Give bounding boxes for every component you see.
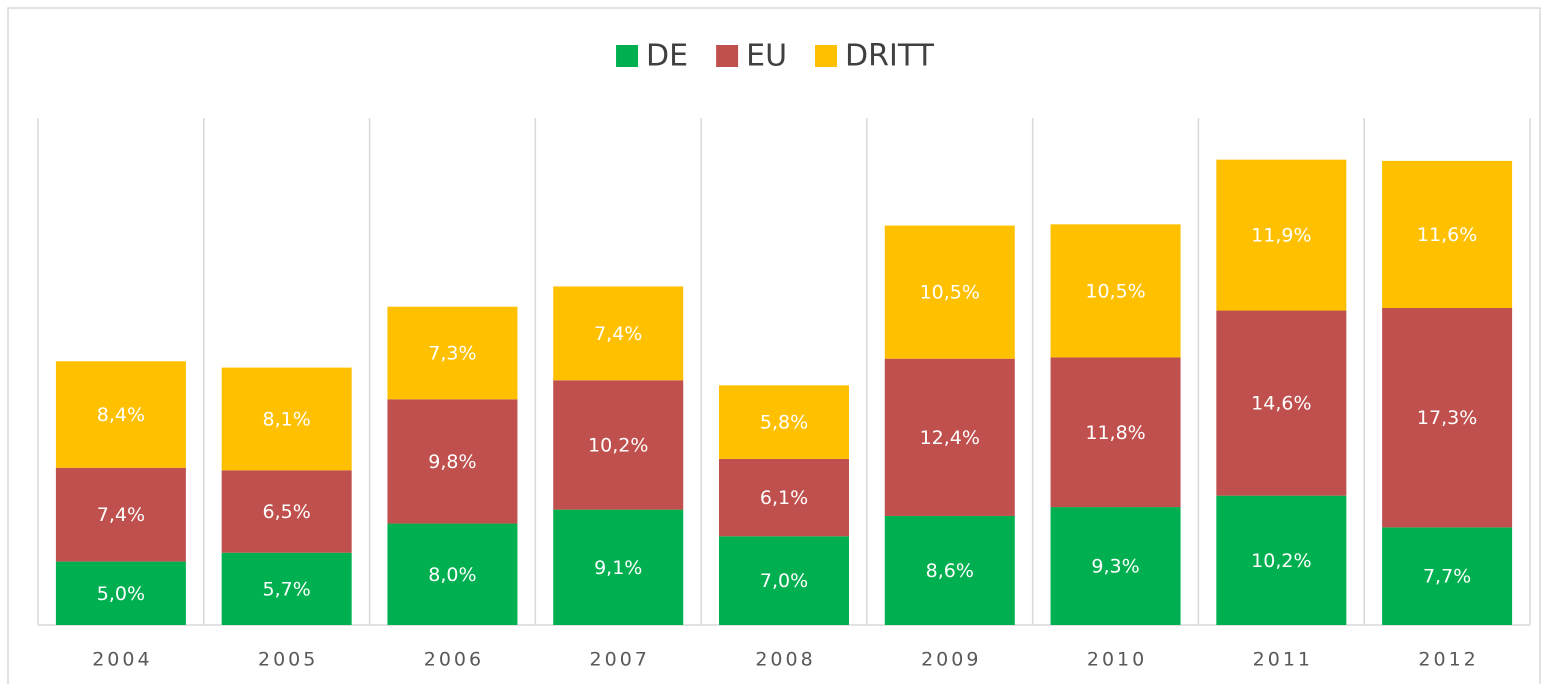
value-label: 9,8% [428,451,476,473]
value-label: 7,3% [428,343,476,365]
x-tick-label: 2010 [1087,649,1147,671]
bar-segment [719,458,849,537]
value-label: 10,5% [920,282,980,304]
bar-segment [1216,495,1347,625]
legend-label: DE [646,39,688,74]
value-label: 11,8% [1085,422,1145,444]
bar-segment [553,380,684,510]
bar-segment [884,515,1015,625]
legend-swatch [716,45,739,67]
legend-swatch [815,45,838,67]
value-label: 11,9% [1251,225,1311,247]
value-label: 11,6% [1417,224,1477,246]
bar-segment [387,399,518,524]
value-label: 9,3% [1091,556,1139,578]
value-label: 10,2% [1251,550,1311,572]
value-label: 6,1% [760,487,808,509]
bar-segment [55,467,186,562]
bar-segment [1382,527,1513,625]
bar-segment [221,470,352,553]
value-label: 7,0% [760,570,808,592]
value-label: 14,6% [1251,393,1311,415]
x-tick-label: 2004 [92,649,152,671]
value-label: 7,4% [594,323,642,345]
bar-segment [1050,224,1181,358]
bar-segment [221,552,352,625]
bar-segment [1216,310,1347,496]
value-label: 9,1% [594,557,642,579]
value-label: 5,8% [760,412,808,434]
bar-segment [553,509,684,625]
value-label: 8,4% [97,404,145,426]
bar-segment [1050,507,1181,625]
value-label: 6,5% [263,501,311,523]
bar-segment [1216,159,1347,311]
bar-segment [387,523,518,625]
x-tick-label: 2012 [1418,649,1478,671]
value-label: 8,0% [428,564,476,586]
value-label: 5,0% [97,583,145,605]
value-label: 7,4% [97,504,145,526]
bar-segment [719,385,849,459]
value-label: 10,5% [1085,280,1145,302]
value-label: 8,1% [263,408,311,430]
x-tick-label: 2008 [755,649,815,671]
bar-segment [387,306,518,400]
value-label: 17,3% [1417,407,1477,429]
x-tick-label: 2011 [1253,649,1313,671]
value-label: 12,4% [920,427,980,449]
x-tick-label: 2007 [590,649,650,671]
bar-segment [1382,308,1513,528]
legend-label: DRITT [845,39,935,74]
value-label: 7,7% [1423,566,1471,588]
x-tick-label: 2006 [424,649,484,671]
bar-segment [884,358,1015,516]
bar-segment [1050,357,1181,508]
bar-segment [553,286,684,381]
bar-segment [1382,160,1513,308]
legend-label: EU [746,39,787,74]
bar-segment [55,561,186,625]
value-label: 10,2% [588,434,648,456]
bar-segment [221,367,352,471]
bar-segment [719,536,849,625]
chart-frame [7,7,1541,684]
value-label: 5,7% [263,578,311,600]
bar-segment [55,361,186,468]
x-tick-label: 2005 [258,649,318,671]
legend-swatch [616,45,639,67]
x-tick-label: 2009 [921,649,981,671]
value-label: 8,6% [926,560,974,582]
bar-segment [884,225,1015,359]
